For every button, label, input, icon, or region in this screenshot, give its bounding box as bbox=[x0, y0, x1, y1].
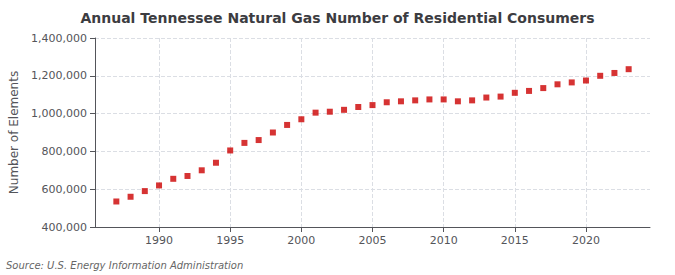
svg-text:600,000: 600,000 bbox=[42, 183, 88, 196]
svg-text:1,200,000: 1,200,000 bbox=[31, 69, 87, 82]
svg-text:800,000: 800,000 bbox=[42, 145, 88, 158]
svg-text:1,400,000: 1,400,000 bbox=[31, 32, 87, 45]
svg-text:2020: 2020 bbox=[572, 234, 600, 247]
svg-text:1995: 1995 bbox=[216, 234, 244, 247]
svg-text:2015: 2015 bbox=[501, 234, 529, 247]
svg-text:2000: 2000 bbox=[287, 234, 315, 247]
svg-text:Annual Tennessee Natural Gas N: Annual Tennessee Natural Gas Number of R… bbox=[80, 10, 594, 26]
svg-text:2010: 2010 bbox=[430, 234, 458, 247]
svg-text:1,000,000: 1,000,000 bbox=[31, 107, 87, 120]
svg-text:Number of Elements: Number of Elements bbox=[7, 71, 21, 194]
svg-text:400,000: 400,000 bbox=[42, 221, 88, 234]
svg-text:2005: 2005 bbox=[359, 234, 387, 247]
svg-text:1990: 1990 bbox=[145, 234, 173, 247]
svg-text:Source: U.S. Energy Informatio: Source: U.S. Energy Information Administ… bbox=[6, 260, 243, 271]
